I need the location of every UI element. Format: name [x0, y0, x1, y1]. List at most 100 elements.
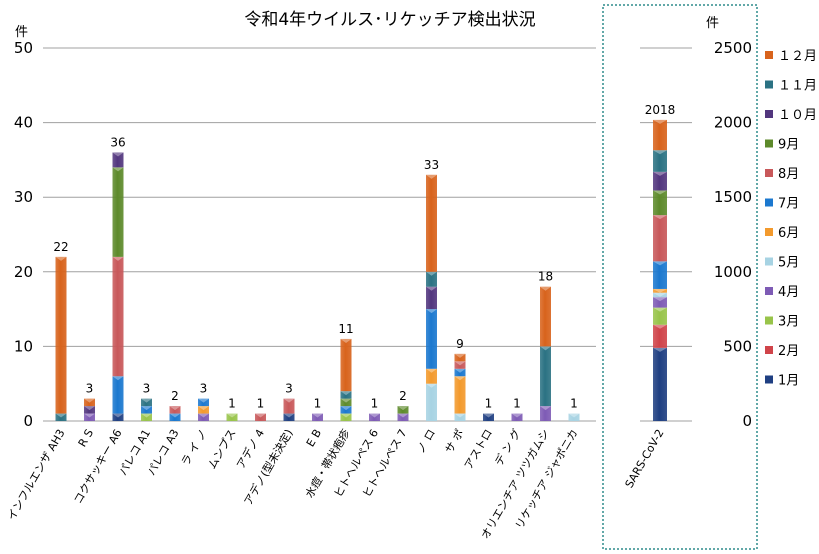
sars-panel-frame [602, 4, 758, 550]
bar-segment [653, 119, 667, 151]
bar-segment-bevel [568, 413, 580, 418]
bar-segment-bevel [653, 150, 667, 155]
bar-segment [169, 406, 181, 414]
legend-label: 9月 [778, 138, 799, 153]
bar-segment [653, 324, 667, 348]
bar-segment-bevel [340, 413, 352, 418]
total-label: 1 [228, 397, 236, 411]
bar-segment [141, 413, 152, 421]
bar-segment [653, 171, 667, 191]
bar-segment [454, 368, 466, 377]
legend-swatch [765, 139, 773, 148]
bar-segment [141, 398, 152, 407]
bar-segment-bevel [653, 297, 667, 302]
bar-segment-bevel [55, 256, 67, 261]
bar-segment [198, 406, 209, 414]
legend-label: １０月 [778, 108, 817, 123]
legend-swatch [765, 169, 773, 177]
bar-segment [84, 413, 95, 421]
bar-segment [369, 413, 380, 421]
bar-segment-bevel [397, 406, 409, 411]
total-label: 3 [285, 382, 293, 396]
bar-segment-bevel [454, 368, 466, 373]
bar-segment-bevel [653, 119, 667, 124]
bar-segment-bevel [340, 338, 352, 343]
bar-segment-bevel [426, 174, 437, 179]
bar-segment-bevel [112, 413, 124, 418]
bar-segment [540, 406, 551, 421]
bar-segment [55, 256, 67, 414]
bar-segment-bevel [540, 286, 551, 291]
bar-segment [454, 361, 466, 369]
bar-segment-bevel [340, 406, 352, 411]
legend-swatch [765, 257, 773, 266]
bar-segment [141, 406, 152, 414]
bar-segment-bevel [483, 413, 494, 418]
bar-segment-bevel [426, 309, 437, 314]
bar-segment-bevel [653, 324, 667, 329]
chart-title: 令和4年ウイルス･リケッチア検出状況 [244, 10, 535, 30]
total-label: 3 [200, 382, 208, 396]
y-tick-label: 500 [723, 337, 752, 355]
category-label: デ ン グ [491, 427, 523, 469]
bar-segment [653, 307, 667, 325]
bar-segment-bevel [112, 167, 124, 172]
y-tick-label: 30 [14, 188, 33, 206]
total-label: 18 [538, 270, 553, 284]
bar-segment [454, 413, 466, 421]
bar-segment-bevel [653, 307, 667, 312]
legend-label: 2月 [778, 344, 799, 359]
y-tick-label: 2500 [714, 39, 752, 57]
legend-label: 5月 [778, 256, 799, 271]
bar-segment [312, 413, 323, 421]
y-tick-label: 0 [742, 412, 752, 430]
bar-segment [568, 413, 580, 421]
bar-segment [397, 413, 409, 421]
total-label: 3 [86, 382, 94, 396]
bar-segment [340, 413, 352, 421]
bar-segment-bevel [511, 413, 523, 418]
category-label: E B [304, 427, 324, 449]
bar-segment-bevel [283, 398, 295, 403]
total-label: 3 [143, 382, 151, 396]
bar-segment [226, 413, 238, 421]
legend-label: 8月 [778, 167, 799, 182]
bar-segment [283, 413, 295, 421]
bar-segment [112, 413, 124, 421]
bar-segment-bevel [653, 215, 667, 220]
category-label: インフルエンザ AH3 [5, 427, 68, 523]
bar-segment-bevel [653, 288, 667, 293]
bar-segment-bevel [141, 406, 152, 411]
bar-segment [426, 309, 437, 369]
bar-segment-bevel [141, 413, 152, 418]
bar-segment [653, 190, 667, 216]
bar-segment [540, 346, 551, 407]
bar-segment-bevel [283, 413, 295, 418]
legend-label: 6月 [778, 226, 799, 241]
bar-segment [112, 167, 124, 257]
bar-segment-bevel [198, 398, 209, 403]
total-label: 1 [257, 397, 265, 411]
category-label: SARS-CoV-2 [623, 427, 667, 490]
total-label: 22 [53, 240, 68, 254]
bar-segment [653, 261, 667, 289]
bar-segment [340, 391, 352, 399]
legend-label: 4月 [778, 285, 799, 300]
legend-swatch [765, 375, 773, 384]
legend-swatch [765, 228, 773, 236]
y-tick-label: 1000 [714, 263, 752, 281]
legend-swatch [765, 51, 773, 59]
bar-segment-bevel [84, 413, 95, 418]
bar-segment [255, 413, 266, 421]
bar-segment-bevel [169, 406, 181, 411]
bar-segment-bevel [198, 413, 209, 418]
bar-segment-bevel [454, 361, 466, 366]
y-tick-label: 50 [14, 39, 33, 57]
y-tick-label: 20 [14, 263, 33, 281]
bar-segment [454, 376, 466, 414]
y-tick-label: 1500 [714, 188, 752, 206]
bar-segment-bevel [112, 256, 124, 261]
bar-segment [426, 174, 437, 272]
total-label: 33 [424, 158, 439, 172]
